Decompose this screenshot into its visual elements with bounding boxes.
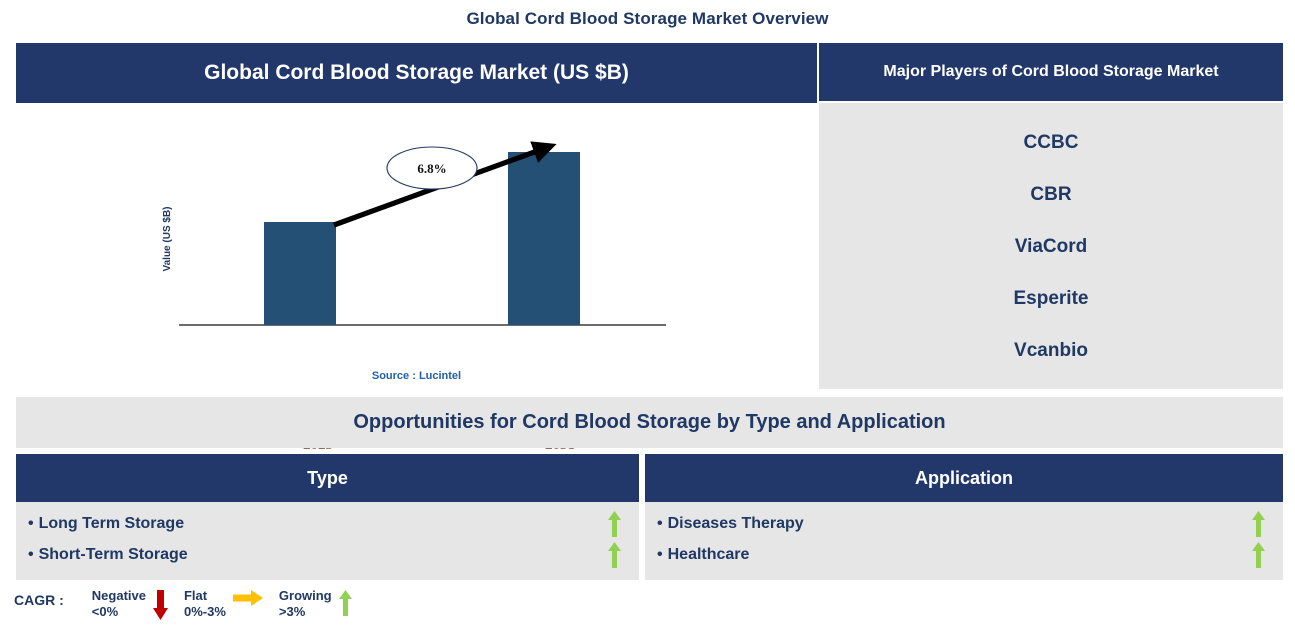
cagr-legend-negative-range: <0% <box>91 604 119 620</box>
player-item: ViaCord <box>1014 235 1088 257</box>
cagr-legend-flat-range: 0%-3% <box>183 604 226 620</box>
player-item: Vcanbio <box>1014 339 1088 361</box>
cagr-legend-flat-text: Flat 0%-3% <box>184 588 226 621</box>
cagr-legend-item-growing: Growing >3% <box>279 588 362 621</box>
arrow-down-icon <box>152 588 168 625</box>
cagr-legend-flat-label: Flat <box>183 588 208 603</box>
cagr-legend-title: CAGR : <box>14 592 64 608</box>
application-column-body: • Diseases Therapy • Healthcare <box>645 502 1283 580</box>
bullet-glyph: • <box>657 514 663 532</box>
cagr-legend-growing-label: Growing <box>278 588 332 603</box>
players-list: CCBC CBR ViaCord Esperite Vcanbio <box>819 103 1283 389</box>
type-column-header: Type <box>16 454 639 502</box>
market-chart: 6.8% Value (US $B) 2025 2031 <box>16 103 817 453</box>
arrow-right-icon <box>232 588 263 611</box>
opportunity-label: Healthcare <box>667 545 750 563</box>
cagr-legend: CAGR : Negative <0% Flat 0%-3% Growing >… <box>14 588 368 625</box>
cagr-legend-negative-label: Negative <box>91 588 146 603</box>
cagr-callout-value: 6.8% <box>417 161 446 176</box>
opportunity-label: Long Term Storage <box>38 514 185 532</box>
player-item: CBR <box>1030 183 1072 205</box>
cagr-legend-negative-text: Negative <0% <box>92 588 146 621</box>
opportunity-label: Diseases Therapy <box>667 514 804 532</box>
market-panel-header: Global Cord Blood Storage Market (US $B) <box>16 43 817 103</box>
bullet-glyph: • <box>28 545 34 563</box>
player-item: Esperite <box>1013 287 1089 309</box>
arrow-up-icon <box>338 588 352 621</box>
application-column-header: Application <box>645 454 1283 502</box>
opportunity-row: • Long Term Storage <box>16 508 639 539</box>
opportunity-row: • Diseases Therapy <box>645 508 1283 539</box>
page-title: Global Cord Blood Storage Market Overvie… <box>466 9 829 28</box>
cagr-callout-ellipse <box>386 146 478 190</box>
opportunity-row: • Healthcare <box>645 539 1283 570</box>
type-column-body: • Long Term Storage • Short-Term Storage <box>16 502 639 580</box>
opportunity-label-wrap: • Diseases Therapy <box>657 515 804 533</box>
bar-chart-svg: 6.8% <box>179 141 666 326</box>
cagr-legend-growing-text: Growing >3% <box>279 588 332 621</box>
arrow-up-icon <box>608 510 621 537</box>
cagr-legend-item-negative: Negative <0% <box>92 588 178 625</box>
opportunities-title: Opportunities for Cord Blood Storage by … <box>16 397 1283 448</box>
opportunity-label-wrap: • Short-Term Storage <box>28 546 188 564</box>
bar-2031 <box>508 152 580 325</box>
players-panel-header: Major Players of Cord Blood Storage Mark… <box>819 43 1283 101</box>
opportunity-row: • Short-Term Storage <box>16 539 639 570</box>
cagr-legend-item-flat: Flat 0%-3% <box>184 588 273 621</box>
y-axis-label: Value (US $B) <box>162 206 173 272</box>
bullet-glyph: • <box>28 514 34 532</box>
arrow-up-icon <box>1252 510 1265 537</box>
opportunity-label-wrap: • Healthcare <box>657 546 749 564</box>
bar-2025 <box>264 222 336 325</box>
cagr-legend-growing-range: >3% <box>278 604 306 620</box>
arrow-up-icon <box>608 541 621 568</box>
source-note: Source : Lucintel <box>371 370 462 382</box>
player-item: CCBC <box>1023 131 1079 153</box>
bullet-glyph: • <box>657 545 663 563</box>
arrow-up-icon <box>1252 541 1265 568</box>
opportunity-label-wrap: • Long Term Storage <box>28 515 184 533</box>
opportunity-label: Short-Term Storage <box>38 545 188 563</box>
